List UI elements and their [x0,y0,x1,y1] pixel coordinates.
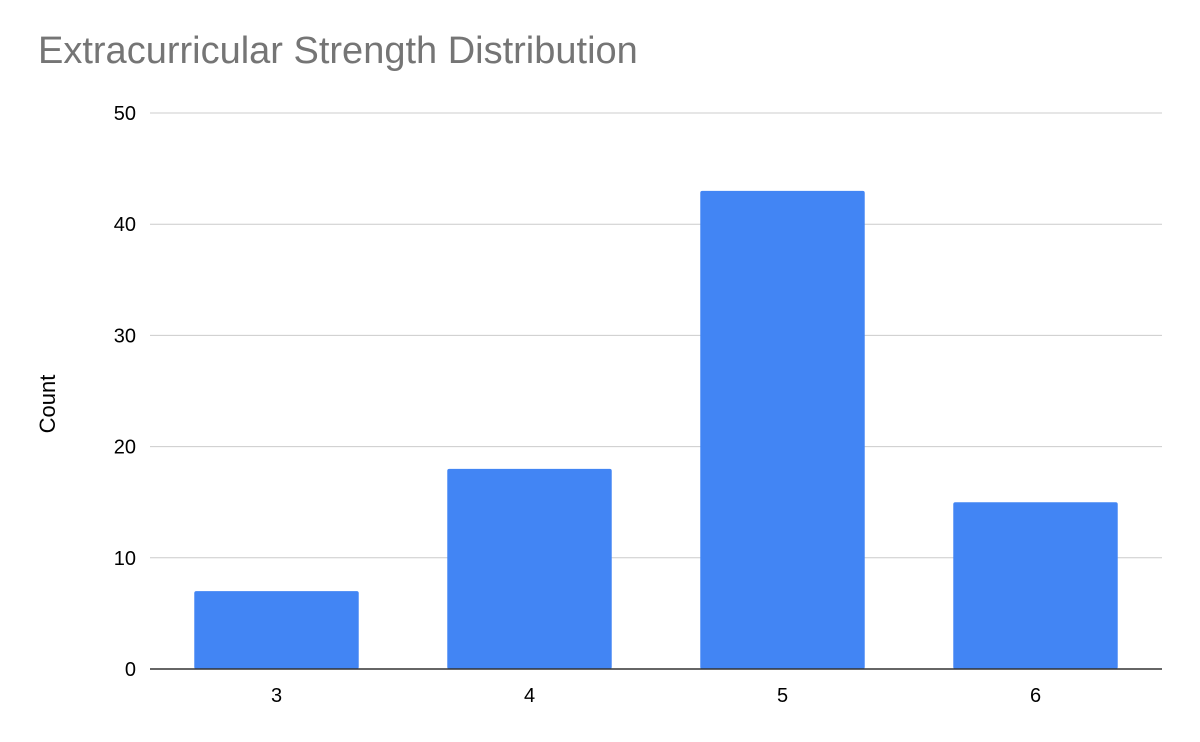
x-tick-label-5: 5 [777,685,788,707]
x-tick-label-6: 6 [1030,685,1041,707]
y-tick-label-50: 50 [114,103,136,125]
y-tick-label-0: 0 [125,659,136,681]
chart-title: Extracurricular Strength Distribution [38,30,638,72]
x-tick-label-4: 4 [524,685,535,707]
y-tick-label-10: 10 [114,548,136,570]
y-tick-label-20: 20 [114,437,136,459]
y-tick-label-30: 30 [114,325,136,347]
bar-6 [953,502,1118,669]
bar-3 [194,591,359,669]
bar-4 [447,468,612,669]
y-tick-label-40: 40 [114,214,136,236]
x-tick-label-3: 3 [271,685,282,707]
bar-5 [700,190,865,669]
